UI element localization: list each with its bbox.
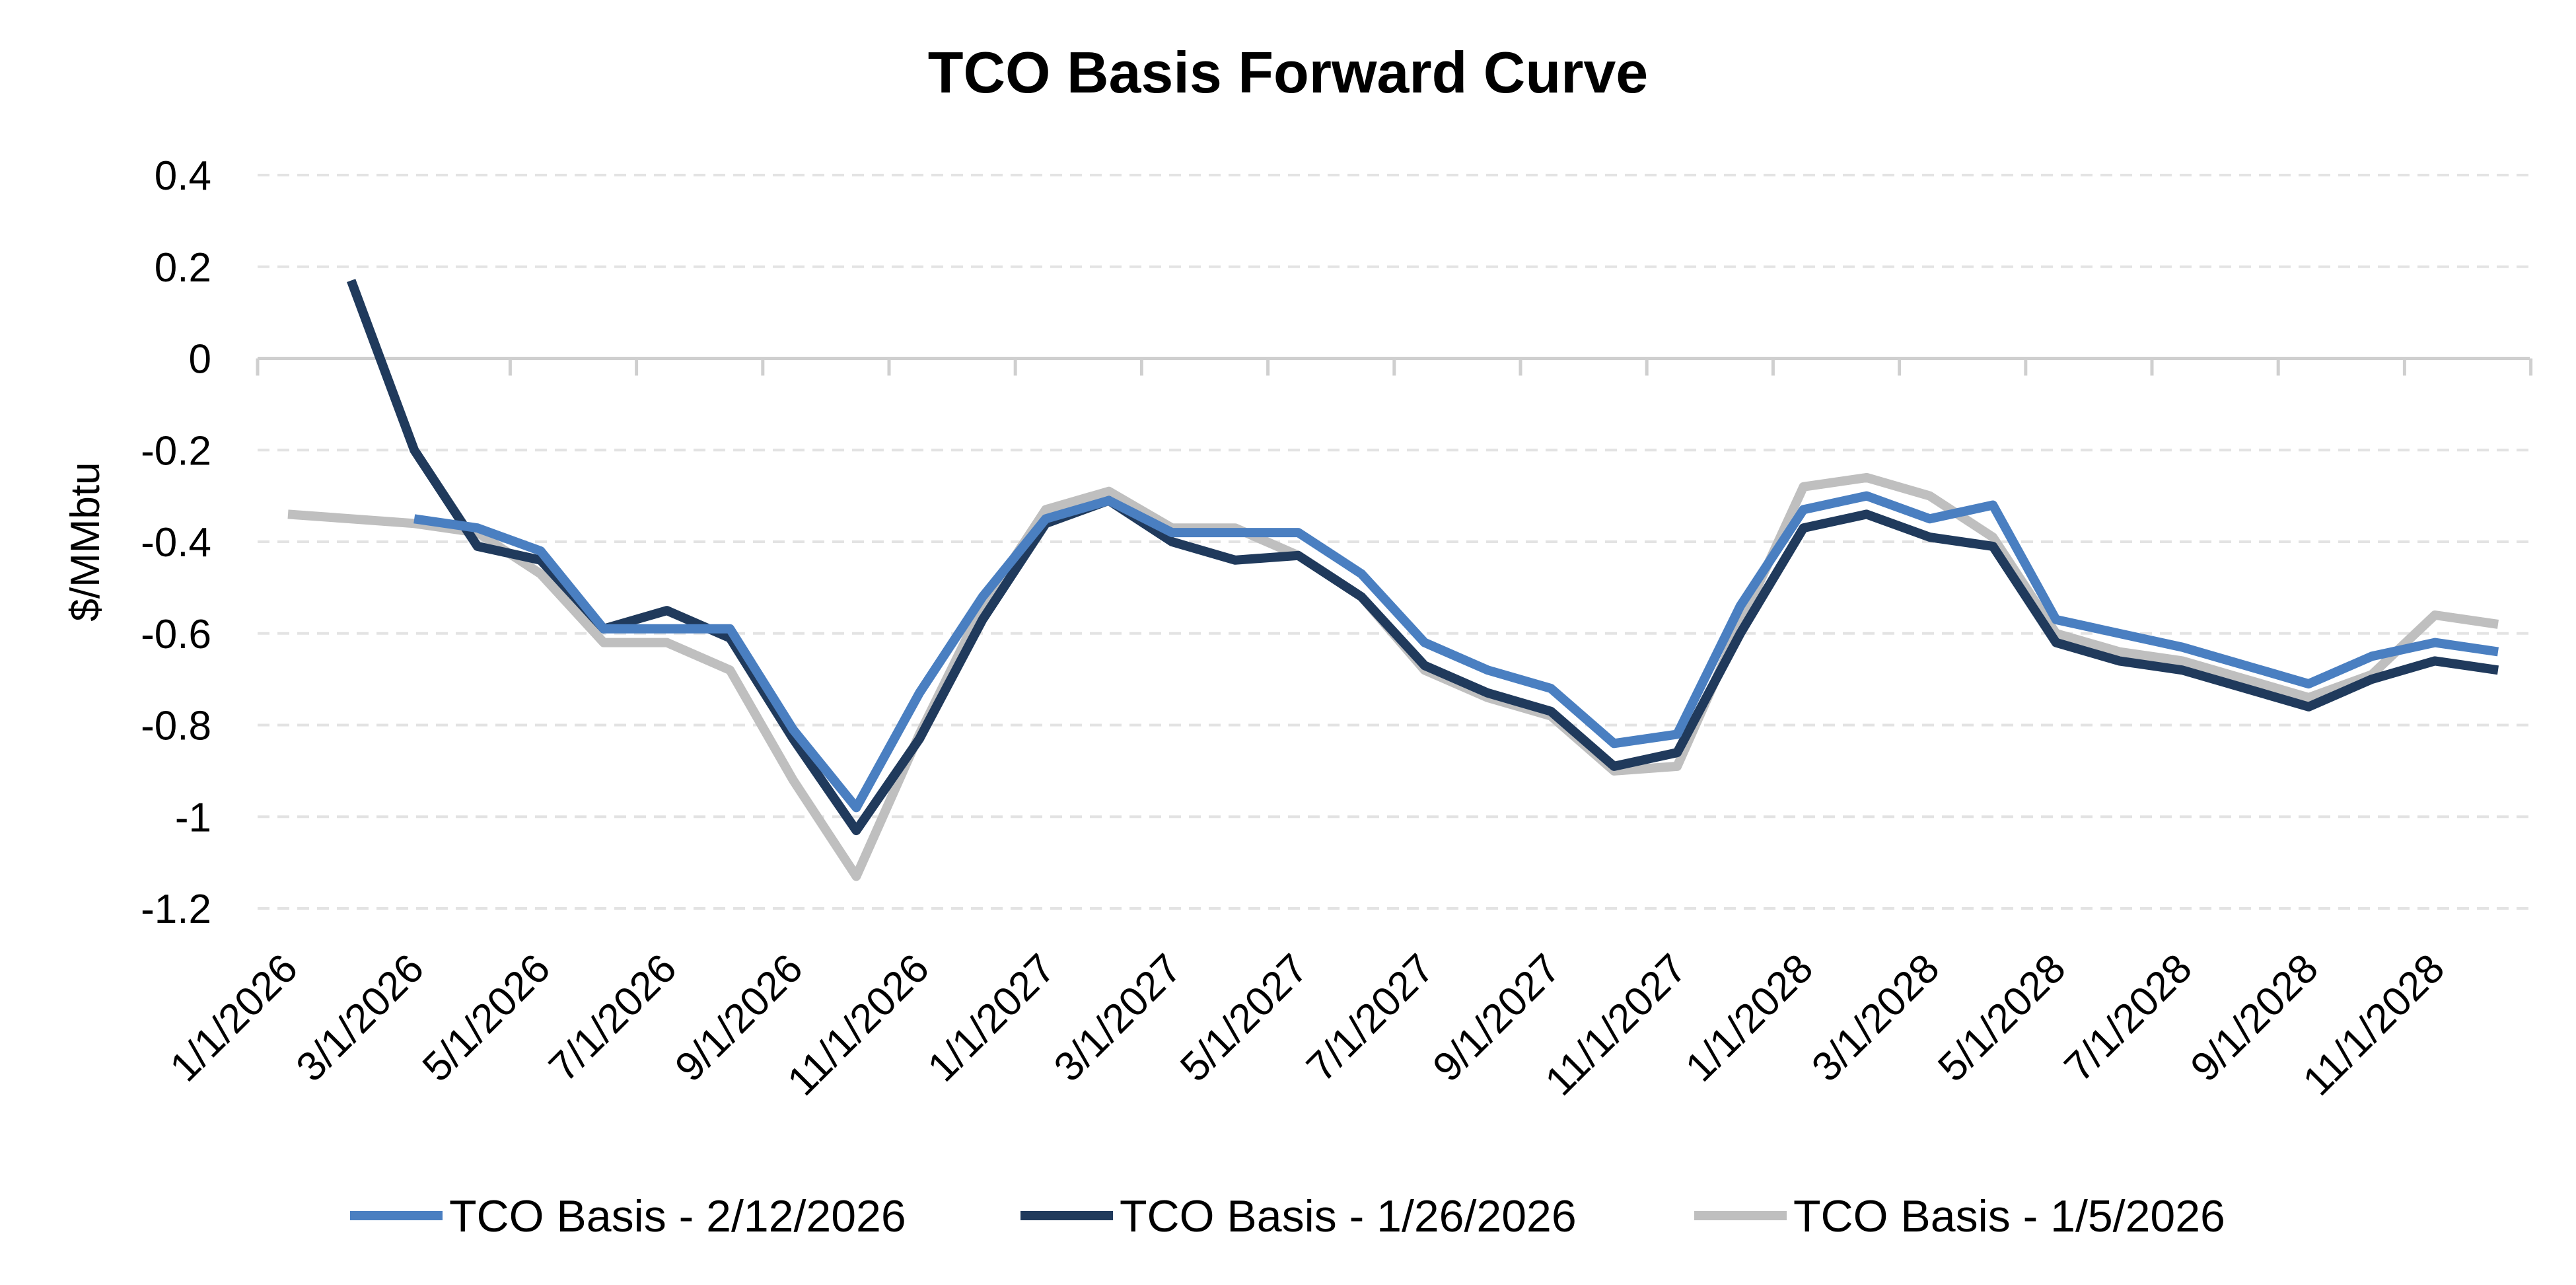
x-tick-label: 7/1/2026 — [540, 945, 685, 1090]
y-axis-title: $/MMbtu — [63, 462, 108, 621]
x-tick-label: 7/1/2027 — [1298, 945, 1443, 1090]
legend-label: TCO Basis - 2/12/2026 — [449, 1191, 906, 1241]
series-line-1 — [413, 491, 2499, 813]
y-tick-label: -0.4 — [141, 520, 211, 566]
legend-label: TCO Basis - 1/26/2026 — [1120, 1191, 1577, 1241]
series-line-2 — [347, 279, 2499, 836]
legend-item-3: TCO Basis - 1/5/2026 — [1694, 1191, 2225, 1241]
x-tick-label: 7/1/2028 — [2056, 945, 2200, 1090]
y-tick-label: 0.2 — [155, 245, 211, 291]
series-lines — [287, 279, 2499, 881]
x-tick-label: 3/1/2027 — [1046, 945, 1190, 1090]
legend-item-1: TCO Basis - 2/12/2026 — [350, 1191, 906, 1241]
x-tick-label: 3/1/2026 — [288, 945, 433, 1090]
x-tick-label: 5/1/2028 — [1929, 945, 2074, 1090]
y-tick-label: 0.4 — [155, 153, 211, 199]
legend: TCO Basis - 2/12/2026 TCO Basis - 1/26/20… — [350, 1191, 2225, 1241]
x-tick-label: 1/1/2027 — [919, 945, 1064, 1090]
legend-label: TCO Basis - 1/5/2026 — [1793, 1191, 2225, 1241]
y-tick-label: -0.8 — [141, 704, 211, 749]
x-axis — [256, 357, 2533, 376]
y-tick-label: -1 — [175, 795, 211, 840]
y-tick-label: -0.6 — [141, 612, 211, 657]
x-tick-label: 3/1/2028 — [1803, 945, 1948, 1090]
x-tick-label: 1/1/2028 — [1677, 945, 1822, 1090]
gridlines — [258, 174, 2530, 910]
x-tick-label: 5/1/2026 — [414, 945, 559, 1090]
x-axis-tick-labels: 1/1/20263/1/20265/1/20267/1/20269/1/2026… — [161, 945, 2453, 1105]
x-tick-label: 5/1/2027 — [1172, 945, 1316, 1090]
y-tick-label: 0 — [189, 337, 211, 383]
y-tick-label: -1.2 — [141, 887, 211, 932]
x-tick-label: 1/1/2026 — [161, 945, 306, 1090]
y-axis-tick-labels: 0.4 0.2 0 -0.2 -0.4 -0.6 -0.8 -1 -1.2 — [141, 153, 211, 932]
chart-title: TCO Basis Forward Curve — [928, 40, 1649, 105]
legend-item-2: TCO Basis - 1/26/2026 — [1020, 1191, 1577, 1241]
y-tick-label: -0.2 — [141, 428, 211, 474]
